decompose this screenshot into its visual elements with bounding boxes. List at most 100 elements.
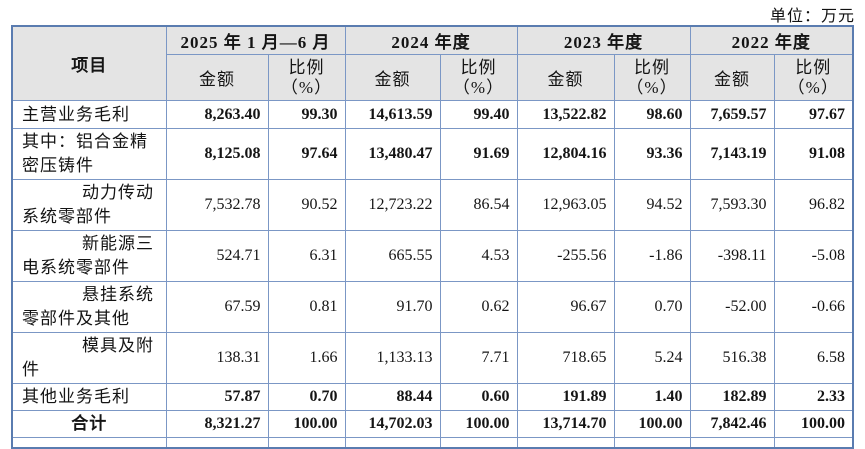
subheader-amount: 金额 bbox=[344, 54, 441, 101]
ratio-cell: 5.24 bbox=[613, 332, 691, 384]
amount-cell: -52.00 bbox=[689, 281, 775, 333]
amount-cell: 138.31 bbox=[165, 332, 269, 384]
amount-cell: 57.87 bbox=[165, 383, 269, 411]
cutoff-cell bbox=[439, 437, 518, 448]
row-label-cell: 其他业务毛利 bbox=[11, 383, 167, 411]
ratio-cell: 99.30 bbox=[267, 100, 346, 129]
ratio-cell: -1.86 bbox=[613, 230, 691, 282]
amount-cell: 91.70 bbox=[344, 281, 441, 333]
ratio-cell: 86.54 bbox=[439, 179, 518, 231]
amount-cell: -398.11 bbox=[689, 230, 775, 282]
amount-cell: 13,480.47 bbox=[344, 128, 441, 180]
cutoff-cell bbox=[689, 437, 775, 448]
subheader-ratio: 比例 （%） bbox=[613, 54, 691, 101]
amount-cell: 67.59 bbox=[165, 281, 269, 333]
ratio-cell: 4.53 bbox=[439, 230, 518, 282]
ratio-cell: -5.08 bbox=[773, 230, 854, 282]
amount-cell: 8,125.08 bbox=[165, 128, 269, 180]
amount-cell: 12,723.22 bbox=[344, 179, 441, 231]
row-label-cell: 主营业务毛利 bbox=[11, 100, 167, 129]
column-header-item: 项目 bbox=[11, 25, 167, 101]
table-row: 其他业务毛利 57.87 0.70 88.44 0.60 191.89 1.40 182.89… bbox=[11, 383, 854, 411]
ratio-cell: 90.52 bbox=[267, 179, 346, 231]
ratio-cell: 91.08 bbox=[773, 128, 854, 180]
amount-cell: 7,532.78 bbox=[165, 179, 269, 231]
subheader-amount: 金额 bbox=[689, 54, 775, 101]
amount-cell: 516.38 bbox=[689, 332, 775, 384]
amount-cell: 8,321.27 bbox=[165, 410, 269, 438]
amount-cell: 182.89 bbox=[689, 383, 775, 411]
gross-profit-table: 项目 2025 年 1 月—6 月 2024 年度 2023 年度 2022 年… bbox=[11, 25, 854, 449]
ratio-cell: 1.40 bbox=[613, 383, 691, 411]
amount-cell: 13,714.70 bbox=[516, 410, 615, 438]
column-header-period-2022: 2022 年度 bbox=[689, 25, 854, 55]
cutoff-cell bbox=[165, 437, 269, 448]
ratio-cell: 100.00 bbox=[439, 410, 518, 438]
subheader-ratio-line1: 比例 bbox=[460, 57, 497, 77]
ratio-cell: 100.00 bbox=[267, 410, 346, 438]
ratio-cell: 99.40 bbox=[439, 100, 518, 129]
ratio-cell: 2.33 bbox=[773, 383, 854, 411]
header-row-subcolumns: 金额 比例 （%） 金额 比例 （%） 金额 比例 （%） 金额 比例 （%） bbox=[12, 54, 854, 101]
cutoff-cell bbox=[516, 437, 615, 448]
row-label-cell: 合计 bbox=[11, 410, 167, 438]
table-row: 主营业务毛利 8,263.40 99.30 14,613.59 99.40 13,522.… bbox=[11, 100, 854, 129]
subheader-ratio-line2: （%） bbox=[626, 77, 678, 97]
ratio-cell: 1.66 bbox=[267, 332, 346, 384]
ratio-cell: 7.71 bbox=[439, 332, 518, 384]
column-header-period-2025: 2025 年 1 月—6 月 bbox=[165, 25, 346, 55]
ratio-cell: 6.58 bbox=[773, 332, 854, 384]
amount-cell: 14,702.03 bbox=[344, 410, 441, 438]
table-row-total: 合计 8,321.27 100.00 14,702.03 100.00 13,714.70… bbox=[11, 410, 854, 438]
cutoff-cell bbox=[773, 437, 854, 448]
ratio-cell: 100.00 bbox=[613, 410, 691, 438]
column-header-period-2024: 2024 年度 bbox=[344, 25, 518, 55]
subheader-ratio: 比例 （%） bbox=[773, 54, 854, 101]
table-row: 动力传动系统零部件 7,532.78 90.52 12,723.22 86.54 12,9… bbox=[11, 179, 854, 231]
amount-cell: 13,522.82 bbox=[516, 100, 615, 129]
cutoff-cell bbox=[267, 437, 346, 448]
ratio-cell: 91.69 bbox=[439, 128, 518, 180]
cutoff-cell bbox=[11, 437, 167, 448]
table-row: 悬挂系统零部件及其他 67.59 0.81 91.70 0.62 96.67 0.70 -52… bbox=[11, 281, 854, 333]
amount-cell: 665.55 bbox=[344, 230, 441, 282]
subheader-amount: 金额 bbox=[516, 54, 615, 101]
cutoff-row bbox=[11, 437, 854, 448]
ratio-cell: 96.82 bbox=[773, 179, 854, 231]
row-label-cell: 模具及附件 bbox=[11, 332, 167, 384]
ratio-cell: 0.62 bbox=[439, 281, 518, 333]
amount-cell: 88.44 bbox=[344, 383, 441, 411]
ratio-cell: -0.66 bbox=[773, 281, 854, 333]
table-header: 项目 2025 年 1 月—6 月 2024 年度 2023 年度 2022 年… bbox=[11, 25, 854, 101]
amount-cell: 7,842.46 bbox=[689, 410, 775, 438]
cutoff-cell bbox=[344, 437, 441, 448]
ratio-cell: 94.52 bbox=[613, 179, 691, 231]
table-row: 新能源三电系统零部件 524.71 6.31 665.55 4.53 -255.56 -1.… bbox=[11, 230, 854, 282]
subheader-ratio-line2: （%） bbox=[280, 77, 333, 97]
subheader-amount: 金额 bbox=[165, 54, 269, 101]
subheader-ratio: 比例 （%） bbox=[439, 54, 518, 101]
subheader-ratio-line1: 比例 bbox=[634, 57, 670, 77]
amount-cell: 12,963.05 bbox=[516, 179, 615, 231]
ratio-cell: 93.36 bbox=[613, 128, 691, 180]
amount-cell: 96.67 bbox=[516, 281, 615, 333]
subheader-ratio-line1: 比例 bbox=[288, 57, 325, 77]
ratio-cell: 0.60 bbox=[439, 383, 518, 411]
row-label-cell: 新能源三电系统零部件 bbox=[11, 230, 167, 282]
ratio-cell: 6.31 bbox=[267, 230, 346, 282]
amount-cell: 14,613.59 bbox=[344, 100, 441, 129]
ratio-cell: 0.81 bbox=[267, 281, 346, 333]
amount-cell: 191.89 bbox=[516, 383, 615, 411]
amount-cell: 8,263.40 bbox=[165, 100, 269, 129]
ratio-cell: 0.70 bbox=[267, 383, 346, 411]
row-label-cell: 动力传动系统零部件 bbox=[11, 179, 167, 231]
subheader-ratio-line2: （%） bbox=[787, 77, 839, 97]
ratio-cell: 97.67 bbox=[773, 100, 854, 129]
row-label-cell: 悬挂系统零部件及其他 bbox=[11, 281, 167, 333]
amount-cell: 7,143.19 bbox=[689, 128, 775, 180]
table-row: 模具及附件 138.31 1.66 1,133.13 7.71 718.65 5.24 516… bbox=[11, 332, 854, 384]
ratio-cell: 0.70 bbox=[613, 281, 691, 333]
amount-cell: 718.65 bbox=[516, 332, 615, 384]
amount-cell: -255.56 bbox=[516, 230, 615, 282]
